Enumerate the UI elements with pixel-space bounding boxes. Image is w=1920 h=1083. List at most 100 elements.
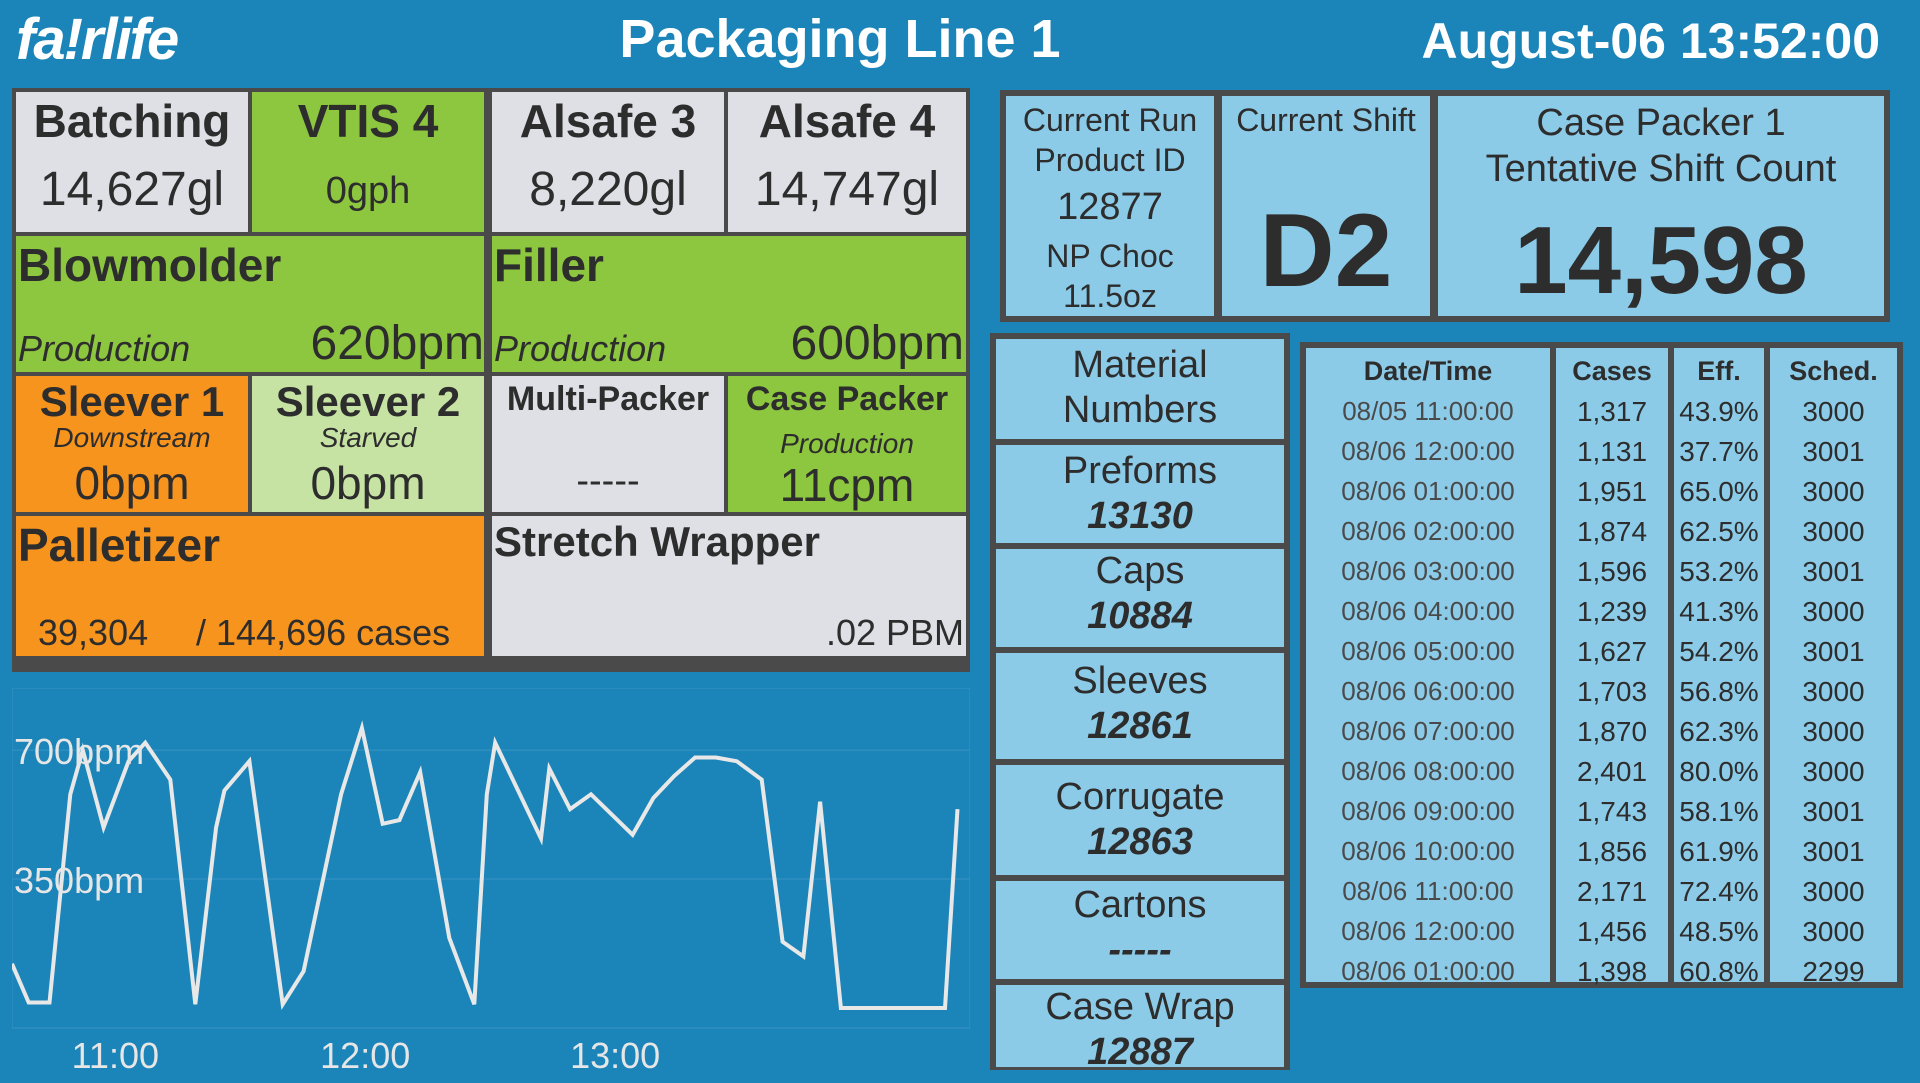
current-run-box: Current Run Product ID 12877 NP Choc 11.… (1006, 96, 1214, 316)
cell-cases: 1,743 (1576, 796, 1648, 827)
column-datetime: Date/Time 08/05 11:00:00 08/06 12:00:00 08… (1306, 348, 1550, 986)
header-efficiency: Eff. (1697, 356, 1741, 386)
rate-series-line (10, 720, 960, 1011)
material-numbers-header: Material Numbers (996, 339, 1284, 439)
sleever2-name: Sleever 2 (275, 378, 461, 425)
cell-schedule: 3000 (1802, 516, 1865, 547)
cell-cases: 1,398 (1576, 956, 1648, 987)
cell-datetime: 08/06 08:00:00 (1341, 756, 1515, 786)
vtis-name: VTIS 4 (297, 95, 439, 147)
cell-schedule: 3000 (1802, 916, 1865, 947)
cell-datetime: 08/06 07:00:00 (1341, 716, 1515, 746)
filler-name: Filler (494, 239, 604, 291)
cell-cases: 1,856 (1576, 836, 1648, 867)
sleever1-tile[interactable]: Sleever 1 Downstream 0bpm (16, 376, 248, 512)
material-label: Preforms (1062, 450, 1218, 492)
cell-datetime: 08/06 10:00:00 (1341, 836, 1515, 866)
material-item-cartons: Cartons ----- (996, 881, 1284, 979)
y-tick-label-350: 350bpm (14, 860, 144, 901)
header-cases: Cases (1572, 356, 1652, 386)
casepacker-tile[interactable]: Case Packer Production 11cpm (728, 376, 966, 512)
sleever1-state: Downstream (53, 422, 211, 453)
material-item-sleeves: Sleeves 12861 (996, 653, 1284, 759)
material-item-corrugate: Corrugate 12863 (996, 765, 1284, 875)
cell-cases: 2,171 (1576, 876, 1648, 907)
stretchwrapper-tile[interactable]: Stretch Wrapper .02 PBM (492, 516, 966, 656)
sleever1-name: Sleever 1 (39, 378, 225, 425)
product-id-value: 12877 (1057, 186, 1163, 228)
cell-efficiency: 60.8% (1679, 956, 1759, 987)
chart-plot-area (11, 687, 971, 1029)
case-packer-label: Case Packer 1 (1536, 102, 1786, 144)
cell-efficiency: 65.0% (1679, 476, 1759, 507)
material-number: 12887 (1087, 1031, 1193, 1073)
cell-cases: 1,239 (1576, 596, 1648, 627)
material-label: Sleeves (1072, 660, 1208, 702)
filler-tile[interactable]: Filler Production 600bpm (492, 236, 966, 372)
material-label: Cartons (1073, 884, 1207, 926)
palletizer-total: / 144,696 cases (196, 612, 451, 653)
sleever2-tile[interactable]: Sleever 2 Starved 0bpm (252, 376, 484, 512)
vtis-tile[interactable]: VTIS 4 0gph (252, 92, 484, 232)
cell-datetime: 08/06 02:00:00 (1341, 516, 1515, 546)
header-datetime: Date/Time (1363, 356, 1493, 386)
cell-datetime: 08/06 09:00:00 (1341, 796, 1515, 826)
shift-count-box: Case Packer 1 Tentative Shift Count 14,5… (1438, 96, 1884, 316)
cell-efficiency: 56.8% (1679, 676, 1759, 707)
palletizer-tile[interactable]: Palletizer 39,304 / 144,696 cases (16, 516, 484, 656)
alsafe4-tile[interactable]: Alsafe 4 14,747gl (728, 92, 966, 232)
current-datetime: August-06 13:52:00 (1421, 13, 1881, 69)
material-number: 13130 (1087, 495, 1193, 537)
cell-datetime: 08/05 11:00:00 (1342, 396, 1514, 426)
material-item-caps: Caps 10884 (996, 549, 1284, 647)
material-number: 12861 (1087, 705, 1193, 747)
material-label: Case Wrap (1045, 986, 1235, 1028)
cell-schedule: 3000 (1802, 716, 1865, 747)
filler-rate: 600bpm (790, 317, 964, 370)
cell-efficiency: 80.0% (1679, 756, 1759, 787)
cell-cases: 2,401 (1576, 756, 1648, 787)
cell-cases: 1,596 (1576, 556, 1648, 587)
cell-schedule: 3000 (1802, 676, 1865, 707)
product-name: NP Choc (1046, 238, 1174, 274)
shift-count-value: 14,598 (1514, 207, 1808, 314)
page-title: Packaging Line 1 (619, 9, 1061, 69)
cell-efficiency: 61.9% (1679, 836, 1759, 867)
filler-state: Production (494, 328, 667, 369)
cell-schedule: 3000 (1802, 876, 1865, 907)
casepacker-name: Case Packer (745, 380, 949, 418)
cell-efficiency: 48.5% (1679, 916, 1759, 947)
product-size: 11.5oz (1063, 278, 1157, 314)
cell-datetime: 08/06 04:00:00 (1341, 596, 1515, 626)
material-header-line2: Numbers (1062, 389, 1218, 431)
palletizer-count: 39,304 (38, 612, 149, 653)
blowmolder-name: Blowmolder (18, 239, 282, 291)
sleever1-rate: 0bpm (74, 457, 190, 509)
cell-efficiency: 58.1% (1679, 796, 1759, 827)
cell-cases: 1,627 (1576, 636, 1648, 667)
batching-tile[interactable]: Batching 14,627gl (16, 92, 248, 232)
cell-datetime: 08/06 03:00:00 (1341, 556, 1515, 586)
material-label: Caps (1095, 550, 1185, 592)
cell-schedule: 3001 (1802, 836, 1865, 867)
multipacker-tile[interactable]: Multi-Packer ----- (492, 376, 724, 512)
sleever2-rate: 0bpm (310, 457, 426, 509)
alsafe4-name: Alsafe 4 (758, 95, 936, 147)
cell-schedule: 3001 (1802, 556, 1865, 587)
cell-schedule: 3001 (1802, 796, 1865, 827)
run-info-panel: Current Run Product ID 12877 NP Choc 11.… (1000, 90, 1890, 322)
multipacker-name: Multi-Packer (506, 380, 710, 418)
x-tick-label-1300: 13:00 (570, 1035, 660, 1076)
blowmolder-tile[interactable]: Blowmolder Production 620bpm (16, 236, 484, 372)
product-id-label: Product ID (1034, 142, 1186, 178)
current-shift-box: Current Shift D2 (1222, 96, 1430, 316)
casepacker-state: Production (780, 428, 914, 459)
column-schedule: Sched. 3000 3001 3000 3000 3001 3000 3001 3000 3… (1770, 348, 1897, 987)
material-label: Corrugate (1055, 776, 1225, 818)
material-item-preforms: Preforms 13130 (996, 445, 1284, 543)
alsafe3-tile[interactable]: Alsafe 3 8,220gl (492, 92, 724, 232)
blowmolder-rate: 620bpm (310, 317, 484, 370)
hourly-history-table: Date/Time 08/05 11:00:00 08/06 12:00:00 08… (1300, 342, 1903, 988)
cell-datetime: 08/06 05:00:00 (1341, 636, 1515, 666)
cell-cases: 1,870 (1576, 716, 1648, 747)
